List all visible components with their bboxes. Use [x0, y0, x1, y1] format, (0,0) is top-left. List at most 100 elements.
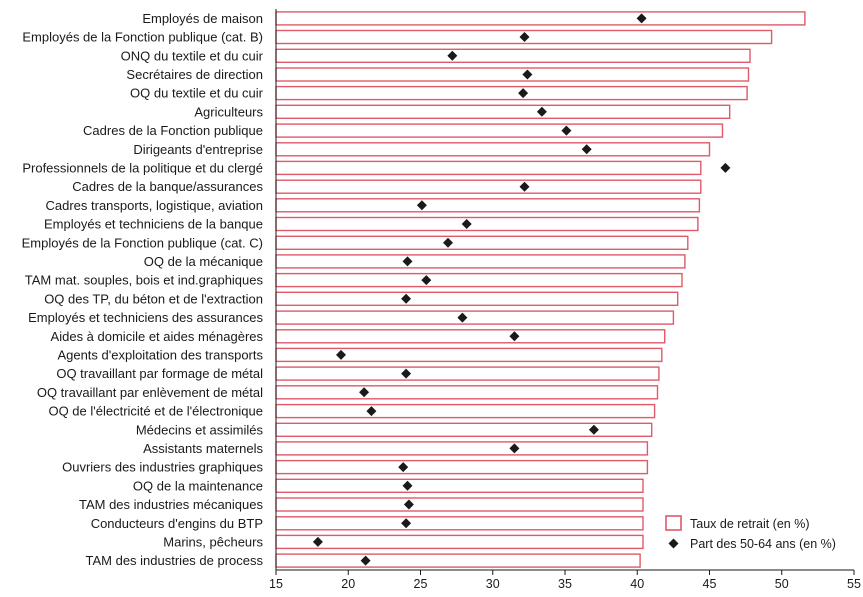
category-label: Employés de maison: [142, 11, 263, 26]
category-label: Dirigeants d'entreprise: [133, 142, 263, 157]
category-label: Assistants maternels: [143, 441, 263, 456]
marker-21: [359, 387, 370, 398]
bar-30: [275, 553, 641, 568]
marker-23: [588, 424, 599, 435]
category-label: Médecins et assimilés: [136, 422, 264, 437]
marker-3: [447, 50, 458, 61]
category-label: OQ de la maintenance: [133, 478, 263, 493]
bar-4: [275, 67, 750, 82]
bar-13: [275, 235, 689, 251]
legend-bar-label: Taux de retrait (en %): [690, 517, 810, 531]
category-label: OQ travaillant par formage de métal: [56, 366, 263, 381]
bar-11: [275, 198, 701, 213]
marker-7: [561, 125, 572, 136]
bar-12: [275, 216, 699, 232]
category-label: Professionnels de la politique et du cle…: [22, 160, 263, 175]
category-label: Cadres de la Fonction publique: [83, 123, 263, 138]
category-label: Agriculteurs: [194, 104, 263, 119]
marker-25: [398, 462, 409, 473]
bar-27: [275, 497, 644, 512]
x-tick-label: 55: [847, 577, 861, 591]
bar-7: [275, 123, 724, 138]
category-label: Ouvriers des industries graphiques: [62, 460, 263, 475]
x-tick-label: 40: [630, 577, 644, 591]
category-label: Conducteurs d'engins du BTP: [91, 516, 263, 531]
marker-18: [509, 331, 520, 342]
legend: Taux de retrait (en %) Part des 50-64 an…: [665, 515, 836, 551]
marker-5: [518, 88, 529, 99]
marker-9: [720, 162, 731, 173]
category-label: Aides à domicile et aides ménagères: [51, 329, 264, 344]
bar-17: [275, 310, 675, 325]
category-label: Employés de la Fonction publique (cat. B…: [22, 30, 263, 45]
marker-14: [402, 256, 413, 267]
category-label: TAM mat. souples, bois et ind.graphiques: [25, 273, 264, 288]
bar-14: [275, 254, 686, 269]
marker-4: [522, 69, 533, 80]
marker-30: [360, 555, 371, 566]
marker-28: [401, 518, 412, 529]
bar-18: [275, 329, 666, 344]
x-tick-label: 35: [558, 577, 572, 591]
bar-5: [275, 85, 748, 101]
category-label: TAM des industries mécaniques: [79, 497, 264, 512]
category-label: Employés et techniciens des assurances: [28, 310, 263, 325]
category-label: OQ de la mécanique: [144, 254, 263, 269]
x-tick-label: 20: [341, 577, 355, 591]
category-label: TAM des industries de process: [86, 553, 264, 568]
bar-20: [275, 366, 660, 381]
marker-8: [581, 144, 592, 155]
bar-3: [275, 48, 751, 63]
marker-17: [457, 312, 468, 323]
marker-12: [461, 219, 472, 229]
x-tick-label: 15: [269, 577, 283, 591]
bar-29: [275, 534, 644, 550]
bar-21: [275, 385, 659, 400]
bar-26: [275, 478, 644, 493]
marker-16: [401, 293, 412, 304]
category-label: ONQ du textile et du cuir: [121, 48, 264, 63]
category-label: OQ travaillant par enlèvement de métal: [37, 385, 263, 400]
category-labels: Employés de maison Employés de la Fonctio…: [22, 11, 264, 568]
marker-11: [416, 200, 427, 211]
marker-10: [519, 181, 530, 192]
bar-9: [275, 160, 702, 176]
category-label: OQ des TP, du béton et de l'extraction: [44, 291, 263, 306]
marker-26: [402, 480, 413, 491]
axes: 15 20 25 30 35 40 45 50 55: [269, 9, 861, 591]
legend-bar-swatch: [665, 515, 682, 531]
bar-22: [275, 403, 656, 419]
bar-15: [275, 272, 683, 288]
legend-marker-swatch: [668, 538, 679, 549]
bar-16: [275, 291, 679, 306]
marker-29: [312, 536, 323, 547]
bars-layer: [275, 11, 806, 568]
bar-24: [275, 441, 649, 456]
bar-6: [275, 104, 731, 120]
bar-10: [275, 179, 702, 194]
x-tick-label: 25: [414, 577, 428, 591]
category-label: OQ du textile et du cuir: [130, 86, 264, 101]
bar-1: [275, 11, 806, 26]
category-label: Cadres de la banque/assurances: [72, 179, 263, 194]
marker-24: [509, 443, 520, 454]
x-tick-label: 50: [775, 577, 789, 591]
bar-19: [275, 347, 663, 363]
bar-28: [275, 516, 644, 531]
x-tick-label: 45: [703, 577, 717, 591]
bar-8: [275, 142, 711, 157]
legend-marker-label: Part des 50-64 ans (en %): [690, 537, 836, 551]
marker-22: [366, 406, 377, 417]
marker-13: [443, 237, 453, 248]
bar-25: [275, 459, 649, 475]
category-label: Employés et techniciens de la banque: [44, 217, 263, 232]
x-tick-label: 30: [486, 577, 500, 591]
category-label: OQ de l'électricité et de l'électronique: [48, 404, 263, 419]
marker-27: [403, 499, 414, 510]
marker-2: [519, 32, 530, 42]
marker-6: [536, 106, 547, 117]
marker-15: [421, 275, 432, 286]
category-label: Secrétaires de direction: [126, 67, 263, 82]
